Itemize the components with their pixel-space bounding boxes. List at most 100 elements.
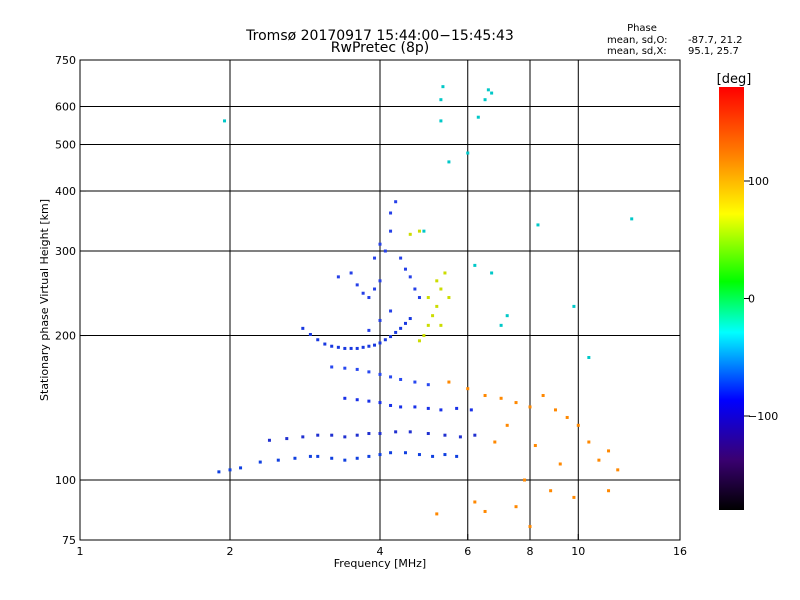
data-point — [435, 279, 439, 283]
data-point — [523, 478, 527, 482]
x-tick-label: 6 — [464, 545, 471, 558]
colorbar-gradient — [719, 87, 744, 510]
data-point — [466, 387, 470, 391]
colorbar-tick-label: −100 — [748, 410, 778, 423]
data-point — [367, 328, 371, 332]
data-point — [355, 367, 359, 371]
data-point — [505, 314, 509, 318]
data-point — [533, 444, 537, 448]
data-point — [553, 408, 557, 412]
data-point — [343, 435, 347, 439]
plot-area: 1 2 4 6 8 10 16 75 100 200 300 400 500 600 750 — [55, 54, 687, 558]
x-tick-label: 2 — [227, 545, 234, 558]
data-point — [378, 372, 382, 376]
data-series — [217, 451, 459, 474]
data-point — [267, 438, 271, 442]
data-point — [217, 470, 221, 474]
data-point — [435, 304, 439, 308]
y-tick-label: 75 — [62, 534, 76, 547]
y-tick-label: 750 — [55, 54, 76, 67]
data-point — [439, 408, 443, 412]
colorbar-label: [deg] — [717, 72, 752, 87]
data-point — [493, 440, 497, 444]
phase-stats: Phase mean, sd,O: -87.7, 21.2 mean, sd,X… — [607, 23, 743, 57]
data-point — [355, 283, 359, 287]
data-point — [439, 287, 443, 291]
data-point — [528, 405, 532, 409]
x-tick-label: 4 — [377, 545, 384, 558]
data-point — [536, 223, 540, 227]
data-point — [389, 211, 393, 215]
data-point — [301, 435, 305, 439]
data-point — [330, 365, 334, 369]
data-point — [223, 119, 227, 123]
data-point — [558, 462, 562, 466]
data-point — [426, 432, 430, 436]
data-point — [330, 344, 334, 348]
data-point — [514, 401, 518, 405]
data-point — [422, 334, 426, 338]
data-point — [408, 317, 412, 321]
data-point — [394, 200, 398, 204]
data-point — [422, 229, 426, 233]
data-point — [355, 346, 359, 350]
data-series — [343, 396, 473, 412]
data-point — [367, 432, 371, 436]
data-point — [336, 345, 340, 349]
data-point — [469, 408, 473, 412]
data-point — [383, 249, 387, 253]
x-tick-label: 10 — [571, 545, 585, 558]
data-point — [447, 296, 451, 300]
data-point — [435, 512, 439, 516]
data-point — [378, 341, 382, 345]
data-point — [572, 495, 576, 499]
data-series — [408, 229, 451, 343]
data-point — [239, 466, 243, 470]
data-point — [514, 505, 518, 509]
data-series — [435, 380, 620, 529]
data-point — [361, 291, 365, 295]
x-tick-label: 8 — [527, 545, 534, 558]
data-point — [443, 433, 447, 437]
data-point — [301, 326, 305, 330]
y-tick-label: 400 — [55, 185, 76, 198]
data-point — [403, 267, 407, 271]
data-points — [217, 85, 634, 529]
data-point — [367, 296, 371, 300]
data-point — [399, 256, 403, 260]
x-tick-label: 16 — [673, 545, 687, 558]
data-point — [483, 394, 487, 398]
data-point — [413, 287, 417, 291]
data-point — [630, 217, 634, 221]
data-point — [316, 338, 320, 342]
data-point — [378, 401, 382, 405]
data-point — [473, 500, 477, 504]
data-point — [373, 256, 377, 260]
data-point — [431, 454, 435, 458]
data-point — [355, 433, 359, 437]
y-tick-label: 600 — [55, 101, 76, 114]
data-series — [267, 430, 477, 442]
data-point — [293, 456, 297, 460]
data-point — [316, 433, 320, 437]
phase-stats-title: Phase — [627, 23, 657, 34]
data-point — [389, 451, 393, 455]
data-point — [330, 456, 334, 460]
data-point — [607, 449, 611, 453]
data-point — [399, 377, 403, 381]
colorbar-tick-label: 0 — [748, 293, 755, 306]
y-axis-label: Stationary phase Virtual Height [km] — [38, 199, 51, 401]
data-point — [441, 85, 445, 89]
data-point — [367, 370, 371, 374]
data-series — [330, 365, 430, 387]
data-point — [417, 296, 421, 300]
data-point — [490, 271, 494, 275]
data-point — [505, 423, 509, 427]
data-point — [439, 323, 443, 327]
data-point — [455, 454, 459, 458]
data-point — [378, 242, 382, 246]
data-point — [439, 98, 443, 102]
data-point — [541, 394, 545, 398]
data-point — [378, 318, 382, 322]
data-point — [323, 342, 327, 346]
